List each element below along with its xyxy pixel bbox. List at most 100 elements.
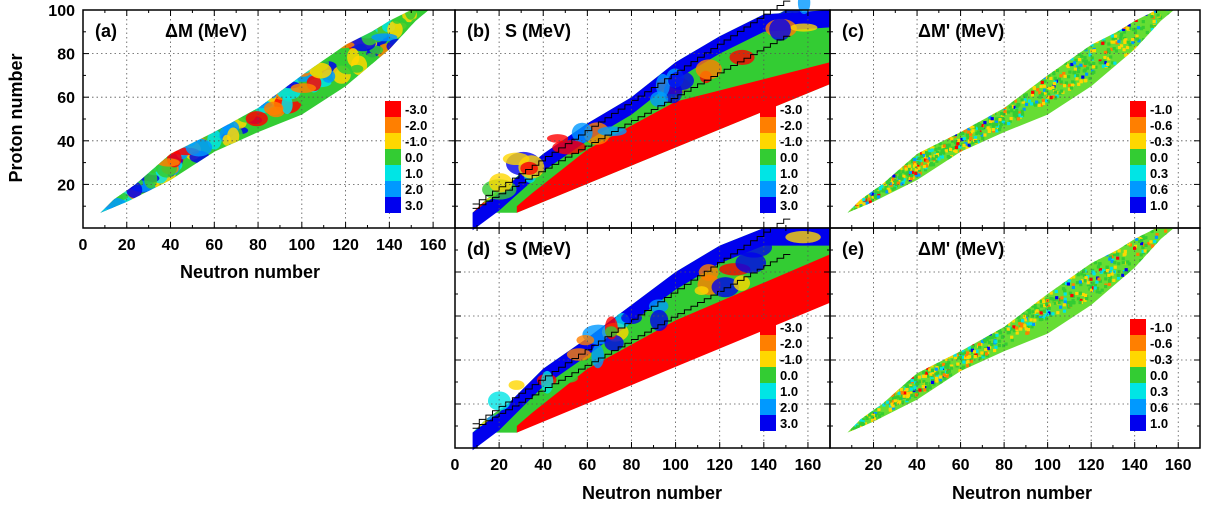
colorbar-label: -1.0	[780, 134, 802, 149]
colorbar-label: 1.0	[405, 166, 423, 181]
panel-a: (a) ΔM (MeV) -3.0-2.0-1.00.01.02.03.0 0 20 40…	[48, 3, 456, 254]
red-region	[516, 62, 830, 213]
drip-line	[472, 218, 791, 425]
x-tick-label: 140	[750, 457, 777, 474]
colorbar-swatch	[385, 149, 401, 165]
colorbar-swatch	[1130, 399, 1146, 415]
colorbar-label: -3.0	[780, 102, 802, 117]
x-tick-label: 120	[1078, 457, 1105, 474]
colorbar-swatch	[1130, 319, 1146, 335]
colorbar-label: -2.0	[780, 118, 802, 133]
x-tick-label: 120	[332, 237, 359, 254]
x-tick-label: 40	[534, 457, 552, 474]
colorbar-label: 0.0	[405, 150, 423, 165]
x-tick-label: 20	[490, 457, 508, 474]
x-tick-label: 140	[1121, 457, 1148, 474]
y-axis-title: Proton number	[6, 54, 26, 183]
x-tick-label: 80	[623, 457, 641, 474]
colorbar-swatch	[760, 399, 776, 415]
y-tick-label: 80	[57, 47, 75, 64]
grid	[455, 10, 830, 228]
x-axis-title-a: Neutron number	[180, 262, 320, 282]
colorbar-label: 1.0	[780, 384, 798, 399]
colorbar-label: 0.0	[780, 368, 798, 383]
x-tick-label: 160	[1165, 457, 1192, 474]
colorbar-label: 0.0	[1150, 150, 1168, 165]
panel-label: (a)	[95, 21, 117, 41]
colorbar-label: -1.0	[780, 352, 802, 367]
colorbar-label: 0.3	[1150, 166, 1168, 181]
y-tick-label: 20	[57, 177, 75, 194]
colorbar-swatch	[760, 133, 776, 149]
x-tick-label: 0	[451, 457, 460, 474]
panel-d: (d) S (MeV) -3.0-2.0-1.00.01.02.03.0 0 20 40 6…	[451, 218, 831, 474]
x-tick-label: 120	[706, 457, 733, 474]
x-tick-label: 100	[288, 237, 315, 254]
colorbar-swatch	[1130, 101, 1146, 117]
x-axis-title-d: Neutron number	[582, 483, 722, 503]
colorbar-swatch	[1130, 117, 1146, 133]
colorbar: -1.0-0.6-0.30.00.30.61.0	[1130, 319, 1172, 431]
colorbar-swatch	[385, 197, 401, 213]
colorbar-label: 2.0	[405, 182, 423, 197]
colorbar-swatch	[385, 101, 401, 117]
panel-title: S (MeV)	[505, 21, 571, 41]
colorbar-swatch	[385, 181, 401, 197]
drip-line	[472, 35, 791, 209]
panel-label: (b)	[467, 21, 490, 41]
panel-label: (c)	[842, 21, 864, 41]
x-tick-label: 0	[79, 237, 88, 254]
x-tick-label: 40	[908, 457, 926, 474]
colorbar: -3.0-2.0-1.00.01.02.03.0	[760, 101, 802, 213]
colorbar-swatch	[760, 319, 776, 335]
colorbar-label: 3.0	[780, 198, 798, 213]
y-tick-label: 100	[48, 3, 75, 20]
colorbar-label: 0.6	[1150, 400, 1168, 415]
x-tick-label: 160	[420, 237, 447, 254]
colorbar: -1.0-0.6-0.30.00.30.61.0	[1130, 101, 1172, 213]
grid	[830, 10, 1200, 228]
x-tick-label: 100	[1034, 457, 1061, 474]
x-tick-label: 160	[795, 457, 822, 474]
colorbar-label: 0.0	[1150, 368, 1168, 383]
colorbar-label: 1.0	[780, 166, 798, 181]
colorbar-swatch	[1130, 197, 1146, 213]
colorbar-label: 3.0	[780, 416, 798, 431]
colorbar-swatch	[760, 351, 776, 367]
colorbar-swatch	[1130, 133, 1146, 149]
colorbar-label: -2.0	[780, 336, 802, 351]
colorbar-swatch	[760, 197, 776, 213]
colorbar-label: -0.3	[1150, 134, 1172, 149]
colorbar-swatch	[760, 367, 776, 383]
grid	[83, 10, 455, 228]
x-axis-title-e: Neutron number	[952, 483, 1092, 503]
y-tick-label: 40	[57, 134, 75, 151]
colorbar: -3.0-2.0-1.00.01.02.03.0	[385, 101, 427, 213]
colorbar: -3.0-2.0-1.00.01.02.03.0	[760, 319, 802, 431]
colorbar-label: 3.0	[405, 198, 423, 213]
colorbar-label: -3.0	[780, 320, 802, 335]
colorbar-label: -1.0	[405, 134, 427, 149]
colorbar-swatch	[760, 101, 776, 117]
x-tick-label: 100	[662, 457, 689, 474]
colorbar-swatch	[760, 383, 776, 399]
x-tick-label: 60	[952, 457, 970, 474]
colorbar-label: 0.3	[1150, 384, 1168, 399]
y-tick-label: 60	[57, 90, 75, 107]
colorbar-swatch	[1130, 165, 1146, 181]
colorbar-swatch	[385, 117, 401, 133]
panel-b: (b) S (MeV) -3.0-2.0-1.00.01.02.03.0	[454, 0, 831, 231]
x-tick-label: 80	[249, 237, 267, 254]
panel-title: ΔM (MeV)	[165, 21, 247, 41]
colorbar-label: -1.0	[1150, 320, 1172, 335]
grid	[830, 228, 1200, 448]
colorbar-label: 2.0	[780, 182, 798, 197]
x-tick-label: 80	[995, 457, 1013, 474]
drip-line	[472, 0, 791, 205]
x-tick-label: 140	[376, 237, 403, 254]
colorbar-swatch	[760, 165, 776, 181]
panel-title: ΔM' (MeV)	[918, 239, 1004, 259]
panel-title: ΔM' (MeV)	[918, 21, 1004, 41]
panel-c: (c) ΔM' (MeV) -1.0-0.6-0.30.00.30.61.0	[829, 9, 1201, 229]
colorbar-swatch	[760, 117, 776, 133]
